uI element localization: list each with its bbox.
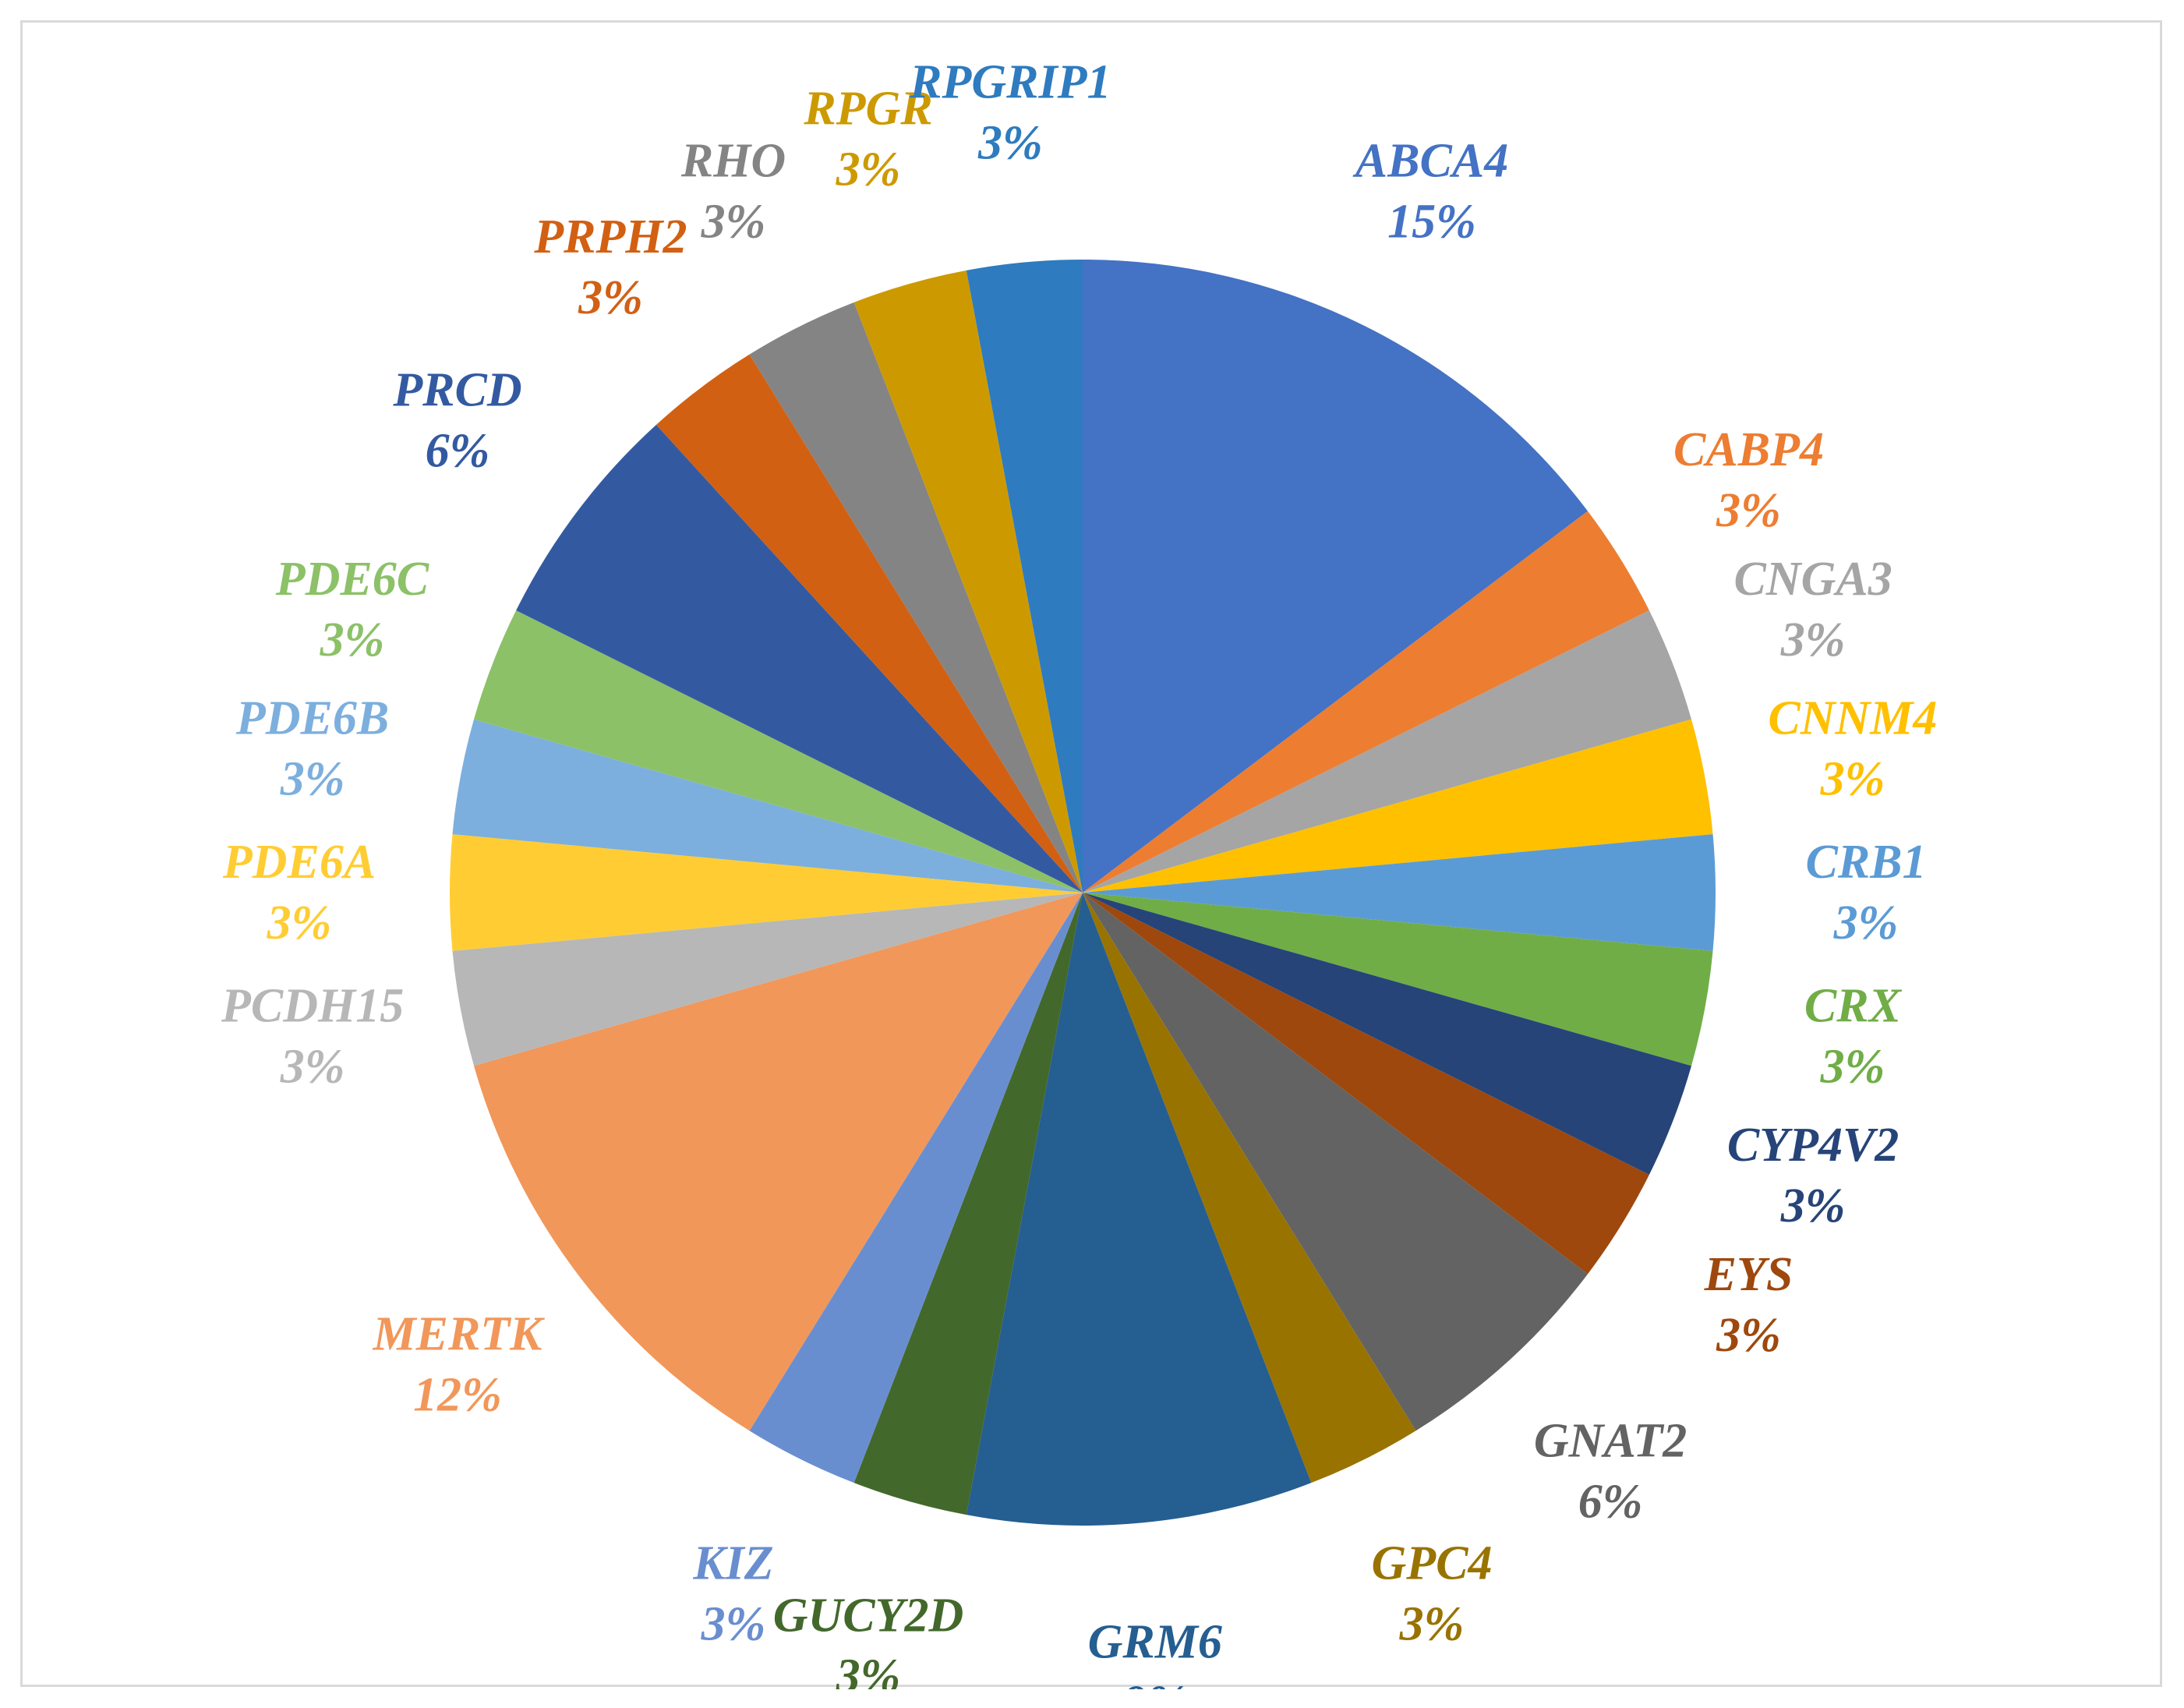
slice-gpc4 [1083, 893, 1416, 1483]
label-cnnm4: CNNM4 [1768, 691, 1937, 744]
slice-pde6b [452, 719, 1083, 893]
percent-crx: 3% [1820, 1041, 1885, 1094]
percent-gucy2d: 3% [836, 1650, 901, 1689]
pie-chart: ABCA4 15% CABP4 3% CNGA3 3% CNNM4 3% CRB1 3% CRX 3%… [221, 55, 1937, 1689]
label-eys: EYS [1704, 1248, 1793, 1301]
label-gucy2d: GUCY2D [773, 1590, 964, 1643]
slice-crb1 [1083, 834, 1716, 951]
label-crb1: CRB1 [1805, 836, 1926, 889]
label-pde6a: PDE6A [222, 836, 376, 889]
slice-gnat2 [1083, 893, 1588, 1431]
label-gpc4: GPC4 [1372, 1537, 1493, 1590]
percent-eys: 3% [1716, 1309, 1781, 1362]
slice-kiz [749, 893, 1083, 1483]
label-pcdh15: PCDH15 [221, 980, 404, 1033]
label-mertk: MERTK [372, 1308, 545, 1361]
percent-prph2: 3% [578, 271, 643, 324]
slice-rpgr [853, 270, 1083, 893]
label-rpgrip1: RPGRIP1 [909, 55, 1111, 108]
percent-grm6: 9% [1122, 1677, 1187, 1689]
label-kiz: KIZ [692, 1537, 773, 1590]
label-prph2: PRPH2 [533, 210, 687, 263]
slice-gucy2d [853, 893, 1083, 1515]
percent-rpgrip1: 3% [977, 116, 1043, 169]
pie-slices [449, 260, 1716, 1526]
slice-crx [1083, 893, 1713, 1066]
percent-pde6a: 3% [267, 896, 332, 949]
percent-cyp4v2: 3% [1780, 1179, 1846, 1232]
slice-pcdh15 [452, 893, 1083, 1066]
percent-gnat2: 6% [1578, 1476, 1643, 1529]
slice-eys [1083, 893, 1649, 1275]
percent-gpc4: 3% [1399, 1598, 1465, 1651]
slice-cnnm4 [1083, 719, 1713, 893]
percent-kiz: 3% [701, 1598, 766, 1651]
slice-cnga3 [1083, 610, 1691, 893]
percent-crb1: 3% [1833, 896, 1899, 949]
label-grm6: GRM6 [1088, 1616, 1222, 1669]
percent-rpgr: 3% [836, 143, 901, 196]
label-rho: RHO [680, 134, 786, 187]
percent-prcd: 6% [426, 424, 490, 477]
percent-pcdh15: 3% [280, 1041, 345, 1094]
slice-prph2 [656, 354, 1083, 893]
slice-pde6c [474, 610, 1083, 893]
pie-labels: ABCA4 15% CABP4 3% CNGA3 3% CNNM4 3% CRB1 3% CRX 3%… [221, 55, 1937, 1689]
slice-rho [749, 302, 1083, 893]
percent-cnga3: 3% [1780, 614, 1846, 667]
percent-cnnm4: 3% [1820, 752, 1885, 805]
slice-rpgrip1 [966, 260, 1083, 893]
label-abca4: ABCA4 [1352, 134, 1508, 187]
label-cabp4: CABP4 [1673, 423, 1824, 476]
percent-pde6c: 3% [320, 614, 385, 667]
slice-abca4 [1083, 260, 1588, 893]
label-pde6b: PDE6B [235, 691, 389, 744]
slice-pde6a [449, 834, 1083, 951]
label-cyp4v2: CYP4V2 [1727, 1119, 1899, 1172]
label-pde6c: PDE6C [275, 553, 429, 606]
percent-rho: 3% [701, 195, 766, 248]
chart-frame: ABCA4 15% CABP4 3% CNGA3 3% CNNM4 3% CRB1 3% CRX 3%… [20, 20, 2162, 1689]
slice-prcd [516, 424, 1083, 893]
label-prcd: PRCD [392, 363, 521, 416]
label-rpgr: RPGR [803, 82, 932, 135]
label-gnat2: GNAT2 [1534, 1415, 1687, 1468]
slice-cabp4 [1083, 511, 1649, 893]
percent-abca4: 15% [1387, 195, 1476, 248]
slice-cyp4v2 [1083, 893, 1691, 1175]
slice-grm6 [966, 893, 1312, 1526]
percent-pde6b: 3% [280, 752, 345, 805]
label-crx: CRX [1804, 980, 1903, 1033]
label-cnga3: CNGA3 [1733, 553, 1892, 606]
slice-mertk [474, 893, 1083, 1431]
percent-cabp4: 3% [1716, 484, 1781, 537]
percent-mertk: 12% [413, 1369, 502, 1422]
